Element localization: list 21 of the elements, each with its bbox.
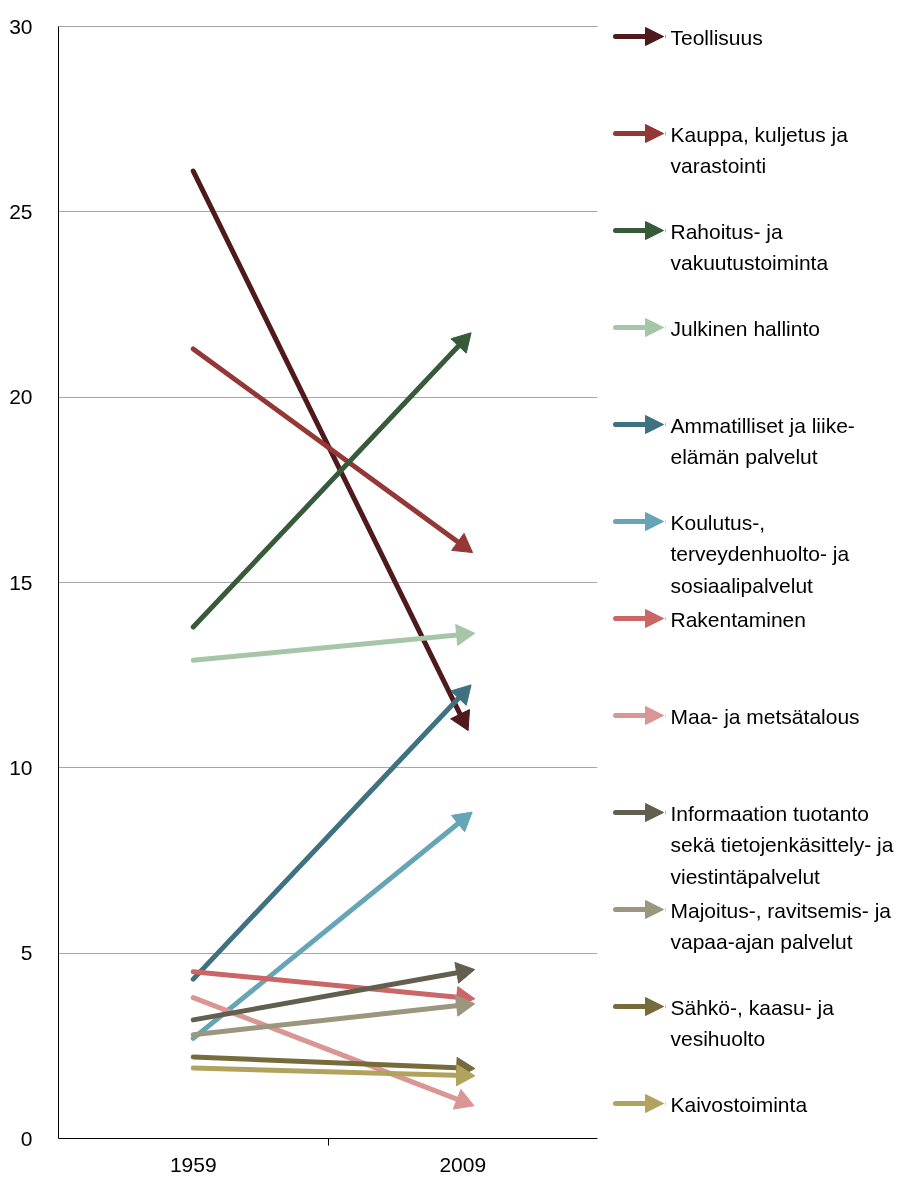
y-tick-label: 10 [9, 755, 33, 779]
x-tick-label: 1959 [169, 1152, 217, 1176]
y-tick-label: 15 [9, 570, 33, 594]
legend-label: Sähkö-, kaasu- ja vesihuolto [670, 995, 835, 1051]
legend-label: Koulutus-, terveydenhuolto- ja sosiaalipalvelut [670, 510, 850, 597]
y-tick-label: 20 [9, 385, 33, 409]
legend-label: Rahoitus- ja vakuutustoiminta [670, 219, 829, 275]
legend-label: Kaivostoiminta [670, 1092, 808, 1116]
y-tick-label: 5 [20, 941, 33, 965]
legend-label: Informaation tuotanto sekä tietojenkäsittely- ja viestintäpalvelut [670, 801, 894, 888]
legend-label: Kauppa, kuljetus ja varastointi [670, 122, 849, 178]
legend-label: Maa- ja metsätalous [670, 704, 860, 728]
legend-label: Ammatilliset ja liike-elämän palvelut [670, 413, 855, 469]
legend-label: Majoitus-, ravitsemis- ja vapaa-ajan palvelut [670, 898, 892, 954]
legend-label: Teollisuus [670, 25, 763, 49]
legend-label: Rakentaminen [670, 607, 806, 631]
x-tick-label: 2009 [439, 1152, 487, 1176]
y-tick-label: 25 [9, 199, 33, 223]
legend-label: Julkinen hallinto [670, 316, 820, 340]
y-tick-label: 30 [9, 14, 33, 38]
y-tick-label: 0 [20, 1126, 33, 1150]
